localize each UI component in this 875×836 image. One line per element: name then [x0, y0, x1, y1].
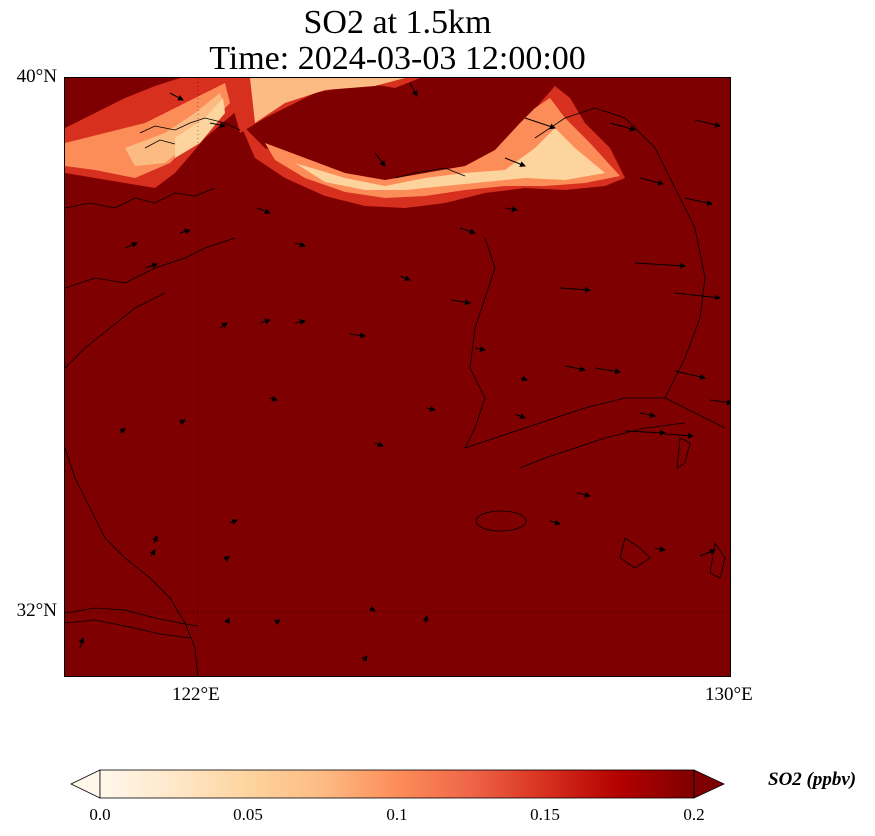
wind-arrow [674, 292, 721, 301]
plot-title-line1: SO2 at 1.5km [303, 4, 492, 41]
wind-arrow [269, 395, 278, 402]
wind-arrow [119, 427, 126, 434]
colorbar-tick-3: 0.15 [530, 805, 560, 824]
wind-arrow [576, 491, 591, 498]
wind-arrow [654, 546, 666, 552]
wind-arrow [564, 365, 586, 372]
so2-plume-top [225, 78, 420, 133]
wind-arrow [259, 318, 271, 325]
wind-arrow [374, 441, 384, 448]
colorbar-extend-min [70, 769, 101, 799]
lat-label-40n: 40°N [16, 66, 57, 87]
wind-arrow [409, 82, 418, 97]
wind-arrow [209, 122, 226, 128]
coastlines [65, 107, 726, 676]
wind-arrow [78, 637, 85, 649]
wind-arrow [504, 157, 526, 167]
wind-arrow [349, 332, 366, 339]
colorbar-extend-max [693, 769, 725, 799]
wind-arrow [450, 299, 471, 306]
wind-arrow [474, 346, 486, 352]
wind-arrow [399, 275, 411, 281]
wind-arrow [684, 197, 713, 206]
wind-arrow [524, 117, 556, 130]
wind-arrow [374, 152, 386, 167]
wind-arrow [639, 412, 656, 418]
wind-arrow [229, 519, 238, 525]
wind-arrow [144, 262, 158, 269]
colorbar-label: SO2 (ppbv) [768, 769, 857, 790]
wind-arrow [549, 519, 561, 526]
colorbar [70, 769, 725, 799]
wind-arrow [369, 605, 376, 612]
wind-arrow [274, 619, 281, 626]
colorbar-tick-0: 0.0 [89, 805, 111, 824]
wind-arrow [694, 119, 721, 128]
wind-arrow [294, 319, 306, 325]
wind-arrow [422, 615, 429, 624]
wind-arrow [520, 375, 528, 382]
lat-label-32n: 32°N [16, 600, 57, 621]
wind-arrow [624, 429, 666, 436]
plot-title-line2: Time: 2024-03-03 12:00:00 [209, 40, 586, 77]
wind-arrow [152, 535, 158, 544]
wind-vectors [78, 82, 730, 662]
wind-arrow [699, 549, 716, 557]
wind-arrow [294, 241, 306, 248]
wind-arrow [124, 242, 138, 249]
so2-map [65, 78, 730, 676]
wind-arrow [609, 122, 636, 132]
so2-plume-left [65, 78, 240, 188]
wind-arrow [149, 549, 156, 557]
wind-arrow [674, 370, 706, 380]
wind-arrow [634, 262, 686, 269]
wind-arrow [639, 177, 664, 186]
wind-arrow [179, 419, 186, 426]
wind-arrow [169, 92, 184, 101]
wind-arrow [514, 413, 526, 419]
wind-arrow [256, 207, 271, 215]
wind-arrow [594, 367, 621, 375]
lon-label-122e: 122°E [172, 684, 220, 705]
wind-arrow [426, 405, 436, 412]
wind-arrow [559, 286, 591, 293]
wind-arrow [361, 655, 368, 662]
wind-arrow [219, 322, 228, 329]
so2-plume-right [240, 86, 625, 208]
wind-arrow [664, 432, 694, 439]
colorbar-tick-2: 0.1 [386, 805, 408, 824]
wind-arrow [504, 206, 518, 213]
wind-arrow [459, 227, 476, 235]
colorbar-ramp [99, 769, 695, 799]
map-panel [64, 77, 731, 677]
wind-arrow [224, 617, 230, 624]
colorbar-tick-4: 0.2 [683, 805, 705, 824]
wind-arrow [709, 399, 730, 406]
wind-arrow [223, 555, 230, 562]
lon-label-130e: 130°E [705, 684, 753, 705]
wind-arrow [179, 228, 191, 235]
colorbar-tick-1: 0.05 [233, 805, 263, 824]
